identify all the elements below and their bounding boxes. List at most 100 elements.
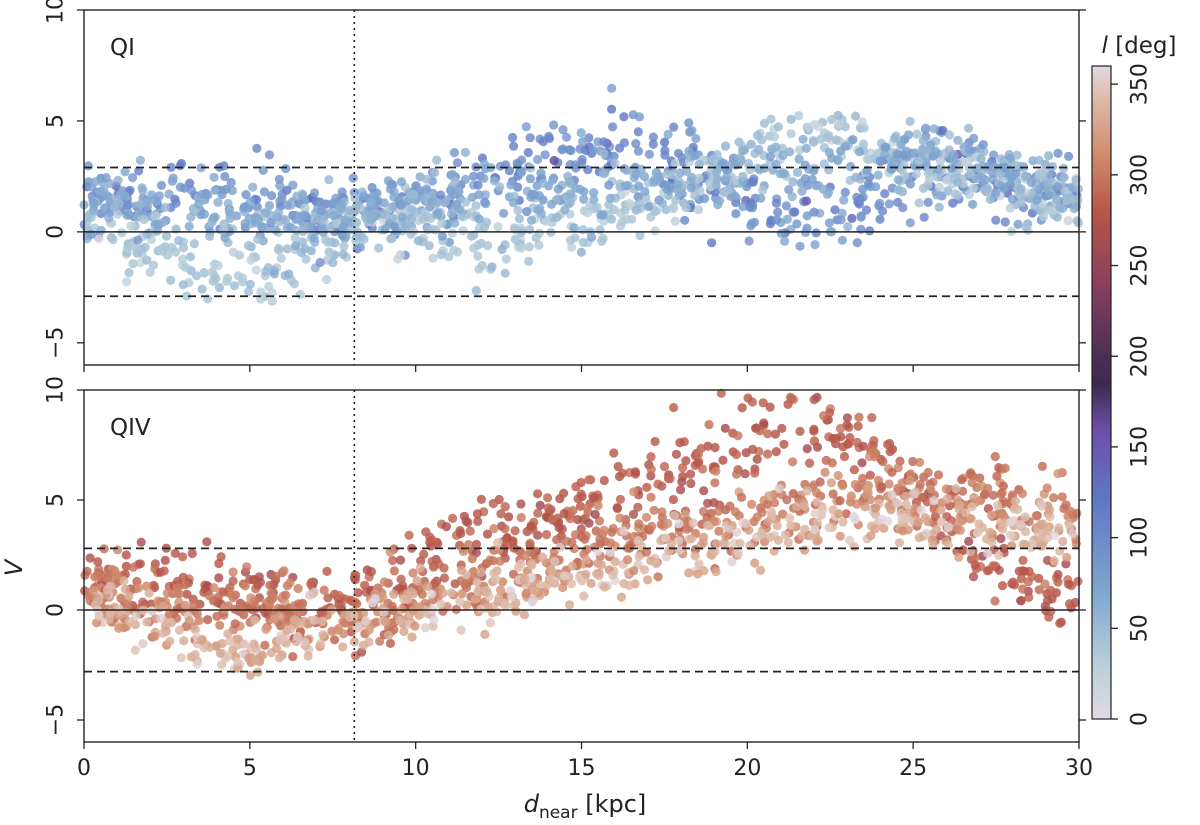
data-point — [94, 611, 104, 622]
data-point — [800, 545, 810, 555]
data-point — [222, 276, 232, 286]
data-point — [170, 548, 180, 559]
data-point — [178, 280, 188, 290]
data-point — [668, 204, 678, 214]
data-point — [582, 503, 592, 513]
data-point — [526, 215, 537, 225]
data-point — [444, 252, 454, 262]
data-point — [1021, 527, 1031, 537]
data-point — [794, 111, 804, 121]
data-point — [592, 202, 602, 213]
data-point — [824, 523, 834, 533]
data-point — [336, 203, 346, 213]
data-point — [634, 198, 644, 208]
data-point — [566, 579, 577, 589]
data-point — [1020, 540, 1030, 550]
data-point — [176, 653, 186, 663]
data-point — [273, 208, 284, 218]
data-point — [272, 643, 282, 654]
data-point — [785, 392, 796, 402]
data-point — [216, 552, 226, 562]
data-point — [469, 230, 479, 240]
data-point — [174, 625, 184, 635]
data-point — [189, 239, 199, 249]
data-point — [852, 499, 862, 509]
data-point — [469, 243, 479, 253]
data-point — [711, 466, 721, 476]
x-axis-title-sub: near — [539, 803, 578, 823]
data-point — [164, 189, 174, 199]
data-point — [180, 580, 190, 590]
data-point — [259, 187, 269, 197]
data-point — [293, 599, 304, 609]
data-point — [877, 482, 887, 492]
data-point — [797, 531, 807, 541]
data-point — [471, 201, 481, 211]
data-point — [1059, 172, 1069, 182]
data-point — [552, 535, 562, 545]
data-point — [677, 477, 687, 487]
data-point — [641, 512, 652, 522]
data-point — [516, 167, 527, 178]
data-point — [168, 173, 178, 183]
data-point — [385, 547, 395, 557]
data-point — [547, 199, 557, 209]
data-point — [979, 147, 989, 157]
data-point — [288, 652, 298, 662]
data-point — [559, 508, 569, 519]
data-point — [470, 594, 480, 604]
data-point — [758, 185, 768, 195]
data-point — [594, 571, 604, 581]
data-point — [675, 545, 685, 556]
data-point — [548, 514, 558, 524]
data-point — [495, 556, 505, 566]
data-point — [565, 600, 575, 610]
data-point — [634, 552, 644, 562]
y-tick-label: 10 — [44, 0, 69, 24]
panel-bottom: −5 0 5 10 QIV — [44, 376, 1086, 749]
data-point — [1006, 172, 1017, 183]
data-point — [496, 509, 506, 519]
data-point — [274, 174, 284, 184]
data-point — [684, 146, 694, 156]
data-point — [841, 141, 851, 151]
data-point — [271, 571, 281, 581]
data-point — [215, 648, 225, 659]
data-point — [795, 241, 805, 251]
data-point — [576, 247, 586, 257]
data-point — [318, 630, 328, 640]
data-point — [350, 597, 360, 607]
data-point — [867, 413, 877, 423]
data-point — [1008, 577, 1018, 587]
data-point — [833, 110, 843, 120]
data-point — [184, 221, 194, 231]
data-point — [884, 199, 894, 209]
data-point — [190, 650, 200, 660]
data-point — [744, 158, 754, 169]
data-point — [156, 180, 167, 190]
data-point — [152, 219, 162, 229]
data-point — [685, 469, 696, 479]
data-point — [303, 651, 313, 661]
data-point — [677, 152, 687, 163]
data-point — [744, 236, 754, 246]
data-point — [853, 421, 863, 431]
data-point — [1020, 171, 1031, 181]
data-point — [884, 479, 894, 489]
data-point — [361, 616, 371, 626]
data-point — [292, 225, 302, 236]
data-point — [104, 213, 114, 223]
y-ticks-qi: −5 0 5 10 — [44, 0, 1086, 359]
data-point — [707, 238, 717, 248]
data-point — [866, 531, 876, 541]
data-point — [479, 222, 489, 232]
data-point — [830, 205, 840, 215]
data-point — [628, 110, 638, 120]
data-point — [138, 597, 148, 607]
data-point — [919, 212, 929, 222]
data-point — [778, 509, 788, 519]
data-point — [738, 171, 748, 181]
data-point — [142, 255, 152, 265]
data-point — [717, 159, 728, 169]
data-point — [389, 221, 399, 232]
